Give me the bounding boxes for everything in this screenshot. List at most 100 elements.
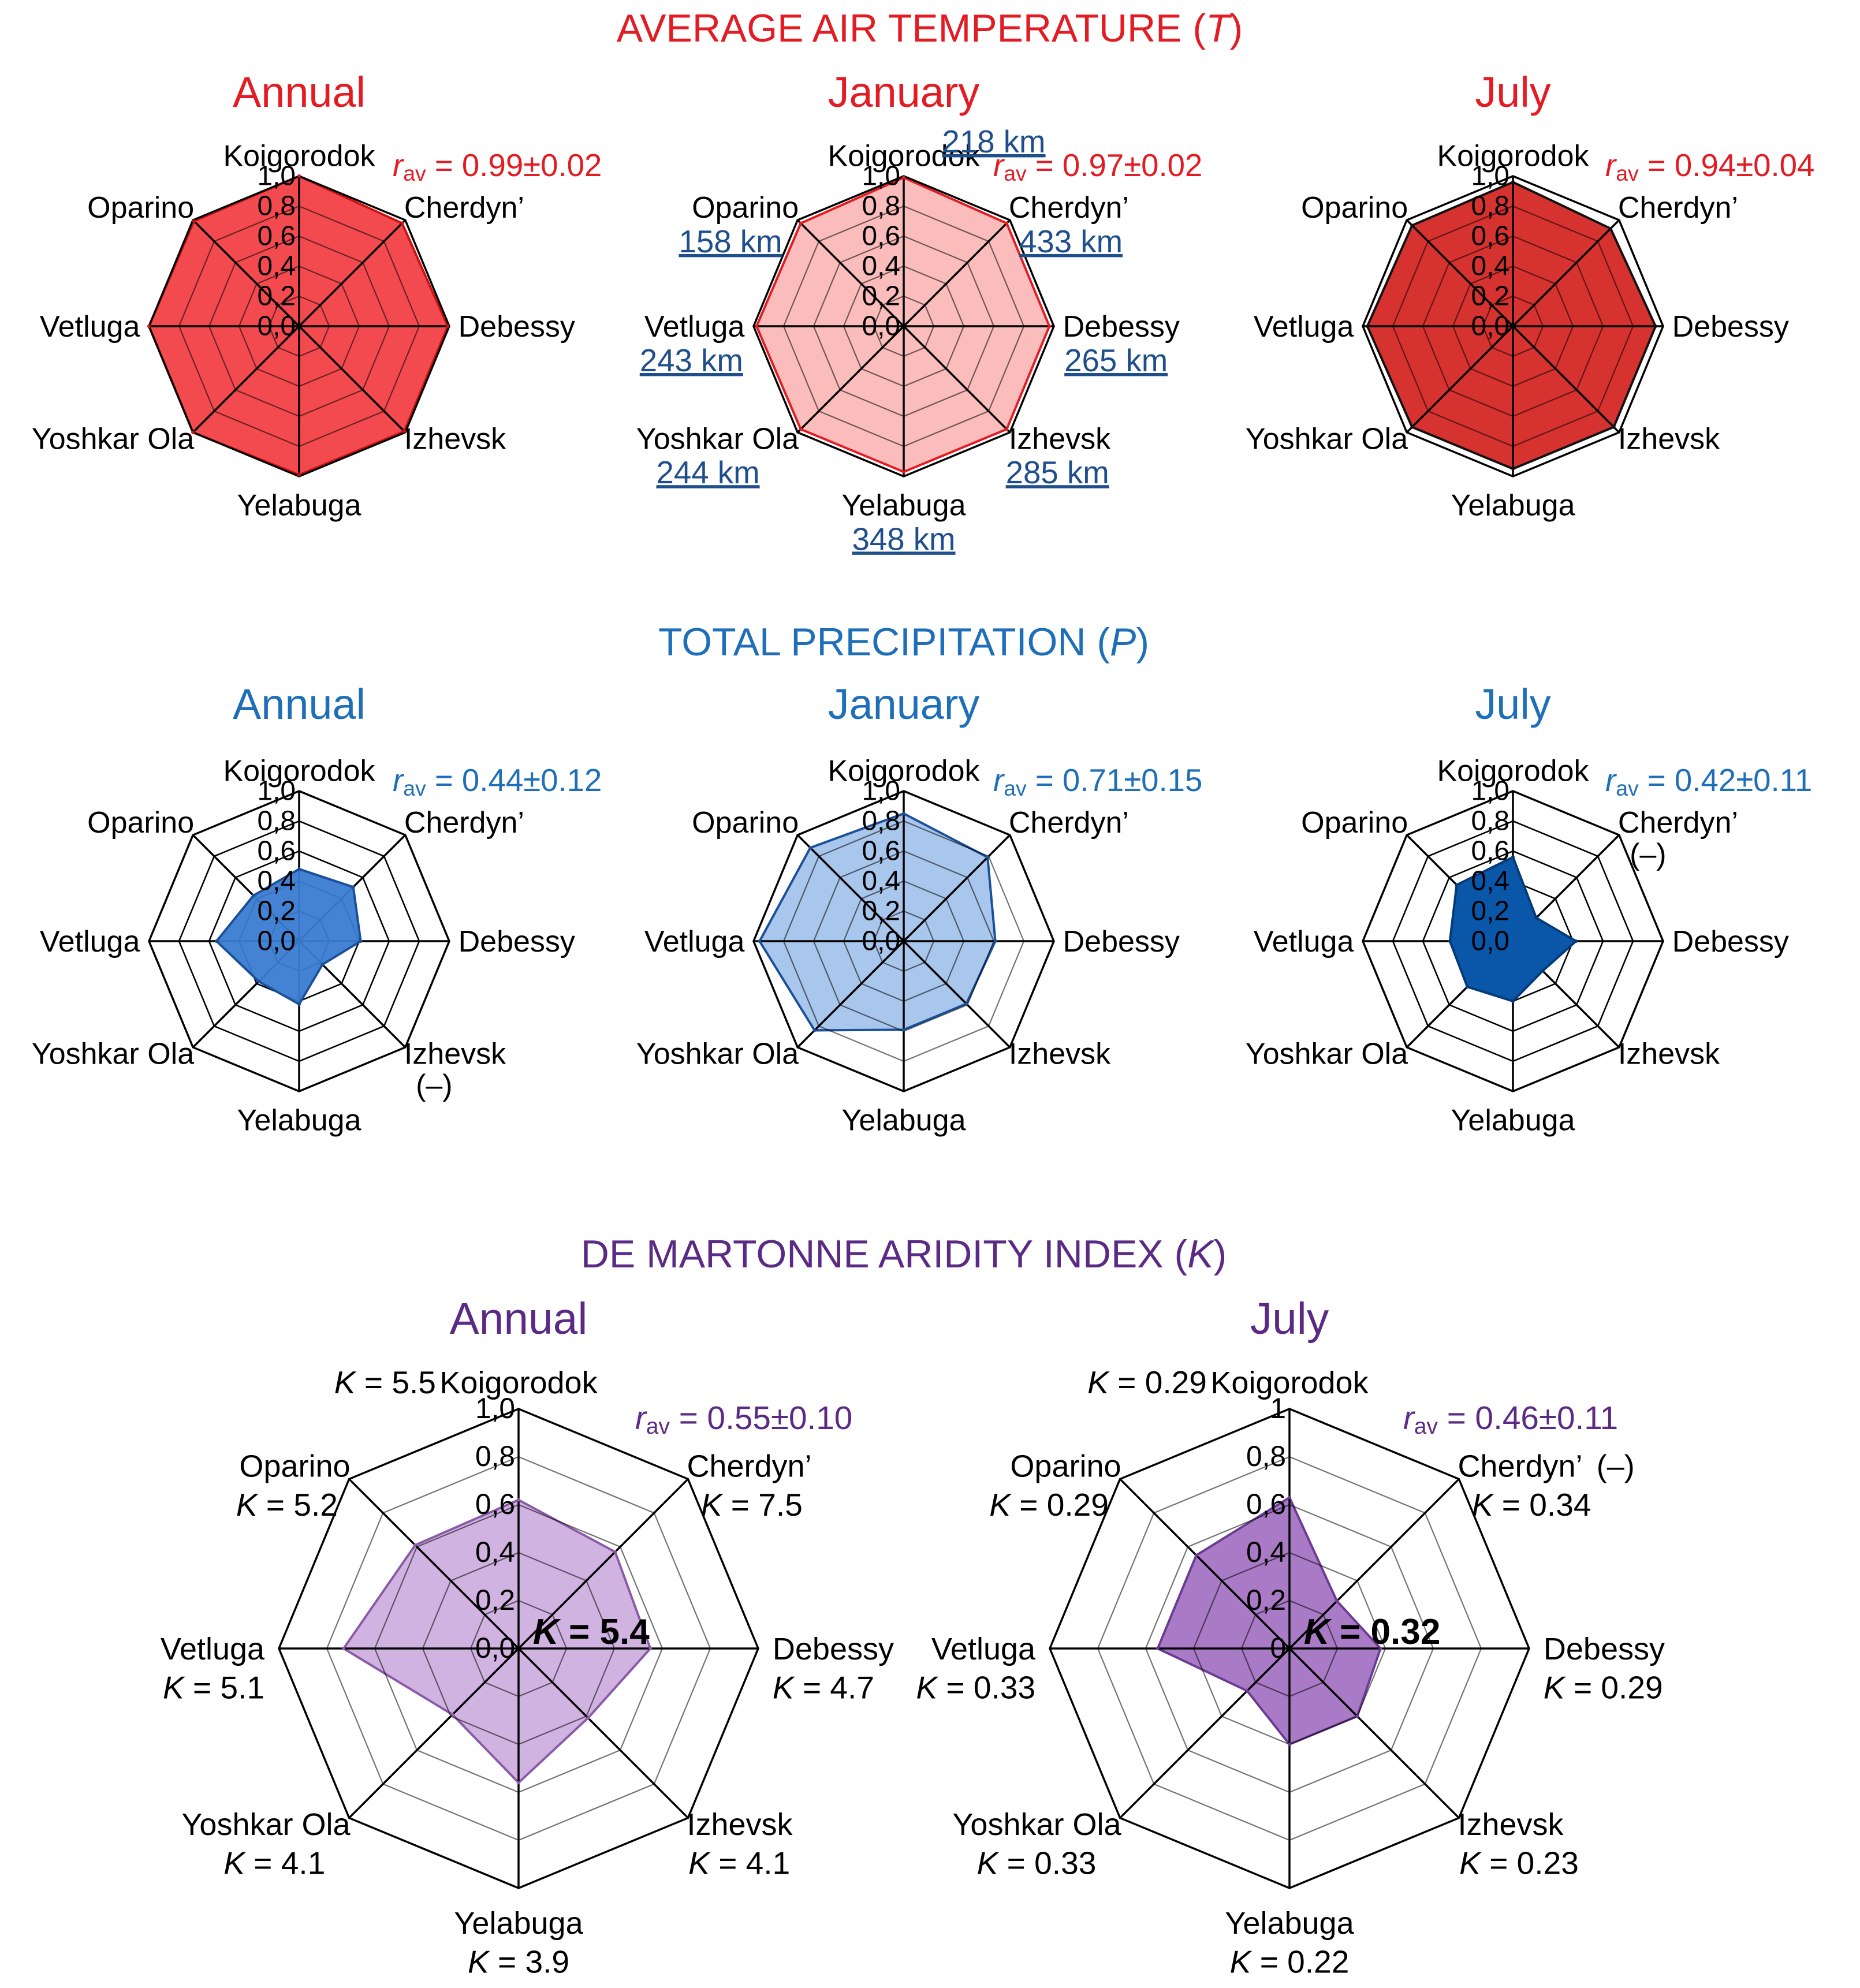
radar-k-value: K = 5.1 bbox=[163, 1669, 264, 1705]
radar-sign-note: (–) bbox=[1597, 1449, 1635, 1484]
radar-rav-label: rav = 0.97±0.02 bbox=[993, 148, 1202, 185]
radar-category-yelabuga: Yelabuga bbox=[842, 489, 966, 523]
radar-category-izhevsk: Izhevsk bbox=[1009, 1037, 1111, 1071]
radar-spoke bbox=[517, 1647, 689, 1819]
radar-tick-label: 0,4 bbox=[258, 866, 296, 897]
radar-category-debessy: Debessy bbox=[1063, 925, 1180, 958]
radar-point-koigorodok bbox=[297, 174, 301, 178]
radar-tick-label: 0,0 bbox=[1471, 926, 1510, 957]
radar-point-vetluga bbox=[1448, 939, 1452, 943]
radar-point-yelabuga bbox=[902, 1028, 905, 1032]
radar-category-oparino: Oparino bbox=[239, 1449, 350, 1484]
radar-category-cherdyn: Cherdyn’ bbox=[1009, 191, 1129, 225]
radar-tick-label: 0,8 bbox=[475, 1440, 515, 1472]
radar-rav-label: rav = 0.99±0.02 bbox=[393, 148, 602, 185]
radar-category-izhevsk: Izhevsk bbox=[1458, 1807, 1564, 1842]
radar-point-cherdyn bbox=[1609, 226, 1613, 230]
radar-point-yelabuga bbox=[297, 473, 301, 477]
radar-point-cherdyn bbox=[1005, 221, 1009, 225]
radar-tick-label: 0,8 bbox=[1246, 1440, 1286, 1472]
radar-point-izhevsk bbox=[586, 1716, 590, 1720]
radar-point-oparino bbox=[1194, 1553, 1198, 1557]
radar-category-oparino: Oparino bbox=[87, 191, 194, 225]
radar-point-oparino bbox=[192, 219, 196, 223]
radar-category-yoshkar-ola: Yoshkar Ola bbox=[952, 1807, 1121, 1842]
radar-title: July bbox=[1475, 680, 1550, 728]
radar-k-value: K = 3.9 bbox=[468, 1944, 569, 1979]
radar-point-izhevsk bbox=[320, 963, 325, 967]
radar-point-cherdyn bbox=[400, 221, 404, 225]
radar-title: July bbox=[1250, 1295, 1329, 1344]
radar-tick-label: 0,4 bbox=[862, 866, 901, 897]
radar-category-cherdyn: Cherdyn’ bbox=[1618, 806, 1738, 840]
radar-point-cherdyn bbox=[1534, 916, 1538, 920]
radar-category-yelabuga: Yelabuga bbox=[454, 1906, 583, 1941]
radar-spoke bbox=[192, 325, 300, 434]
radar-spoke bbox=[348, 1478, 520, 1650]
radar-category-yoshkar-ola: Yoshkar Ola bbox=[32, 1037, 194, 1071]
radar-center-k: K = 0.32 bbox=[1304, 1612, 1440, 1652]
radar-point-debessy bbox=[446, 325, 450, 328]
radar-tick-label: 0,2 bbox=[1246, 1584, 1286, 1616]
section-title-temperature: AVERAGE AIR TEMPERATURE (T) bbox=[617, 6, 1243, 50]
radar-point-koigorodok bbox=[902, 176, 905, 180]
radar-tick-label: 0,8 bbox=[862, 806, 901, 837]
radar-category-yelabuga: Yelabuga bbox=[1225, 1906, 1354, 1941]
radar-point-yoshkar-ola bbox=[1465, 985, 1469, 989]
radar-category-vetluga: Vetluga bbox=[40, 310, 140, 344]
radar-rav-label: rav = 0.55±0.10 bbox=[635, 1400, 852, 1439]
radar-k-value: K = 0.33 bbox=[977, 1845, 1097, 1881]
radar-t-annual: 0,00,20,40,60,81,0 Annual rav = 0.99±0.02 K… bbox=[32, 68, 602, 523]
radar-sign-note: (–) bbox=[416, 1069, 453, 1102]
radar-category-oparino: Oparino bbox=[1301, 191, 1408, 225]
radar-spoke bbox=[903, 834, 1011, 942]
radar-k-value: K = 4.7 bbox=[773, 1669, 874, 1705]
radar-category-yoshkar-ola: Yoshkar Ola bbox=[636, 1037, 799, 1071]
radar-point-oparino bbox=[808, 846, 812, 850]
radar-tick-label: 0,2 bbox=[475, 1584, 515, 1616]
radar-point-yoshkar-ola bbox=[191, 430, 195, 434]
radar-point-vetluga bbox=[215, 939, 218, 943]
radar-category-yelabuga: Yelabuga bbox=[1451, 489, 1575, 523]
radar-k-value: K = 5.2 bbox=[236, 1487, 338, 1523]
radar-title: Annual bbox=[450, 1295, 588, 1344]
radar-category-yelabuga: Yelabuga bbox=[842, 1104, 966, 1137]
radar-point-yelabuga bbox=[297, 1002, 301, 1006]
radar-point-debessy bbox=[1574, 939, 1578, 943]
radar-category-vetluga: Vetluga bbox=[644, 310, 745, 344]
radar-tick-label: 0,0 bbox=[1471, 311, 1510, 342]
radar-point-vetluga bbox=[758, 939, 762, 943]
radar-spoke bbox=[1512, 219, 1620, 327]
radar-category-vetluga: Vetluga bbox=[931, 1632, 1036, 1666]
radar-tick-label: 0,6 bbox=[1471, 836, 1510, 867]
radar-spoke bbox=[348, 1647, 520, 1819]
radar-point-debessy bbox=[1048, 325, 1052, 328]
radar-point-oparino bbox=[1455, 883, 1459, 887]
radar-point-debessy bbox=[993, 939, 997, 943]
radar-category-oparino: Oparino bbox=[1301, 806, 1408, 840]
radar-tick-label: 0,8 bbox=[1471, 806, 1510, 837]
radar-point-izhevsk bbox=[1612, 425, 1616, 429]
radar-point-koigorodok bbox=[517, 1498, 520, 1502]
radar-spoke bbox=[1288, 1647, 1460, 1819]
radar-tick-label: 0,4 bbox=[1471, 866, 1510, 897]
radar-point-izhevsk bbox=[964, 1002, 968, 1006]
radar-category-izhevsk: Izhevsk bbox=[404, 422, 506, 456]
radar-point-vetluga bbox=[147, 325, 151, 328]
radar-category-cherdyn: Cherdyn’ bbox=[404, 191, 524, 225]
radar-point-yoshkar-ola bbox=[450, 1713, 454, 1717]
radar-category-koigorodok: Koigorodok bbox=[223, 139, 375, 173]
radar-category-oparino: Oparino bbox=[1010, 1449, 1121, 1484]
radar-category-koigorodok: Koigorodok bbox=[828, 139, 980, 173]
radar-tick-label: 0,4 bbox=[475, 1536, 515, 1568]
radar-spoke bbox=[192, 219, 300, 327]
radar-center-k: K = 5.4 bbox=[533, 1612, 650, 1652]
radar-category-yoshkar-ola: Yoshkar Ola bbox=[32, 422, 194, 456]
radar-point-koigorodok bbox=[1288, 1495, 1291, 1500]
radar-category-vetluga: Vetluga bbox=[1254, 310, 1354, 344]
section-title-aridity: DE MARTONNE ARIDITY INDEX (K) bbox=[581, 1232, 1227, 1276]
radar-category-izhevsk: Izhevsk bbox=[1009, 422, 1111, 456]
radar-tick-label: 0,8 bbox=[258, 191, 296, 222]
radar-category-debessy: Debessy bbox=[1672, 925, 1789, 958]
